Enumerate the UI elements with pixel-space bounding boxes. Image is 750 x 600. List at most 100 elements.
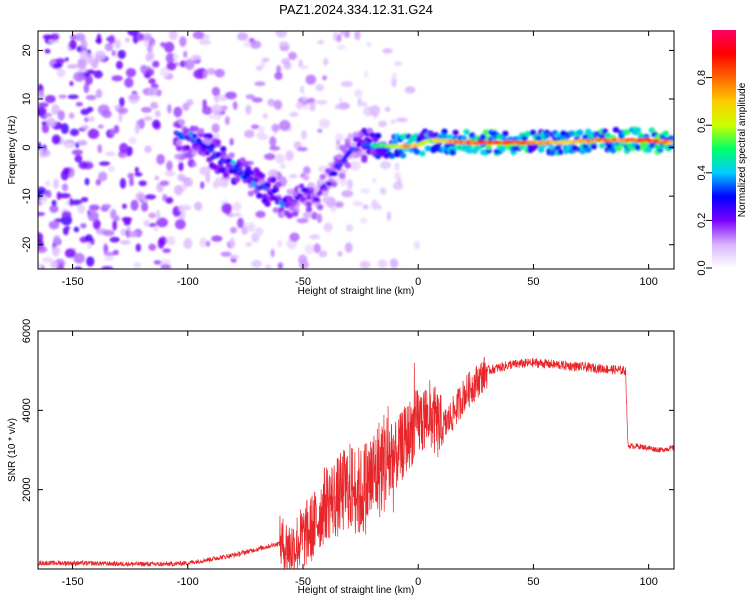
colorbar-tick-label: 0.6 [696, 118, 708, 133]
spectrogram-blob [346, 179, 353, 190]
spectrogram-blob [285, 150, 294, 162]
x-tick-label: -150 [62, 276, 84, 288]
spectrogram-ridge-halo [623, 129, 631, 136]
spectrogram-blob [97, 144, 103, 154]
spectrogram-blob [44, 95, 56, 103]
spectrogram-x-axis-title: Height of straight line (km) [298, 286, 415, 297]
spectrogram-blob [265, 264, 272, 269]
spectrogram-blob [125, 67, 137, 78]
spectrogram-blob [371, 178, 377, 183]
spectrogram-ridge-core [667, 141, 674, 145]
spectrogram-blob [167, 104, 172, 114]
spectrogram-ridge-halo [466, 147, 473, 154]
spectrogram-blob [214, 133, 220, 140]
spectrogram-blob [199, 237, 207, 248]
spectrogram-blob [52, 63, 63, 68]
spectrogram-ridge-core [192, 133, 198, 139]
spectrogram-ridge-halo [441, 128, 448, 135]
spectrogram-ridge-halo [576, 129, 584, 136]
spectrogram-ridge-halo [590, 143, 598, 150]
spectrogram-ridge-halo [612, 126, 620, 133]
spectrogram-ridge-halo [258, 173, 266, 180]
spectrogram-ridge-halo [344, 162, 351, 169]
spectrogram-blob [255, 210, 266, 218]
spectrogram-blob [53, 235, 61, 245]
spectrogram-ridge-halo [222, 171, 230, 178]
spectrogram-blob [393, 61, 403, 67]
spectrogram-blob [141, 106, 152, 113]
spectrogram-blob [211, 235, 223, 242]
spectrogram-blob [69, 39, 77, 50]
spectrogram-ridge-halo [557, 149, 564, 156]
spectrogram-blob [277, 239, 283, 248]
spectrogram-blob [103, 256, 115, 262]
snr-panel: -150 -100 -50 0 50 100 2000 4000 6000 Height of… [7, 319, 675, 596]
spectrogram-blob [269, 136, 277, 148]
spectrogram-blob [297, 146, 308, 152]
spectrogram-ridge-halo [463, 129, 470, 136]
spectrogram-blob [145, 52, 153, 62]
spectrogram-blob [66, 64, 79, 69]
spectrogram-ridge-halo [585, 128, 592, 135]
y-tick-label: 20 [21, 44, 33, 56]
spectrogram-ridge-core [181, 134, 187, 140]
spectrogram-ridge-halo [374, 132, 382, 139]
spectrogram-blob [38, 106, 47, 117]
y-tick-label: 2000 [21, 477, 33, 501]
spectrogram-blob [278, 41, 289, 47]
spectrogram-blob [230, 254, 240, 259]
spectrogram-blob [108, 34, 116, 45]
y-tick-label: -10 [21, 188, 33, 204]
spectrogram-blob [61, 211, 72, 218]
spectrogram-blob [80, 39, 88, 50]
spectrogram-ridge-core [232, 169, 238, 175]
spectrogram-blob [193, 201, 203, 211]
spectrogram-blob [38, 102, 49, 108]
snr-y-ticks: 2000 4000 6000 [21, 319, 674, 502]
spectrogram-ridge-core [236, 166, 242, 172]
spectrogram-blob [83, 82, 90, 94]
spectrogram-ridge-core [332, 171, 338, 177]
spectrogram-ridge-halo [480, 133, 487, 140]
spectrogram-blob [85, 94, 97, 101]
spectrogram-blob [335, 201, 344, 208]
spectrogram-blob [232, 101, 238, 110]
spectrogram-blob [165, 197, 174, 204]
spectrogram-blob [192, 161, 197, 167]
spectrogram-blob [115, 60, 124, 70]
spectrogram-blob [57, 110, 65, 121]
spectrogram-blob [104, 151, 116, 156]
spectrogram-blob [359, 217, 368, 224]
spectrogram-blob [279, 120, 291, 131]
spectrogram-blob [51, 104, 60, 115]
spectrogram-ridge-halo [344, 142, 351, 149]
spectrogram-ridge-halo [521, 135, 528, 142]
spectrogram-blob [160, 41, 167, 48]
spectrogram-blob [126, 225, 131, 232]
spectrogram-blob [51, 134, 61, 145]
spectrogram-blob [264, 153, 276, 161]
spectrogram-blob [225, 91, 237, 100]
spectrogram-blob [377, 120, 388, 128]
spectrogram-ridge-halo [361, 154, 368, 161]
spectrogram-blob [81, 124, 90, 130]
spectrogram-ridge-halo [444, 142, 451, 149]
spectrogram-ridge-halo [175, 139, 183, 146]
spectrogram-blob [64, 225, 71, 231]
spectrogram-blob [379, 187, 387, 195]
spectrogram-ridge-halo [441, 133, 448, 140]
spectrogram-blob [313, 243, 321, 254]
spectrogram-blob [413, 240, 421, 250]
spectrogram-blob [379, 161, 392, 170]
spectrogram-blob [102, 229, 115, 237]
spectrogram-ridge-core [291, 201, 297, 207]
spectrogram-blob [51, 246, 61, 257]
spectrogram-blob [192, 31, 205, 40]
spectrogram-ridge-halo [261, 193, 268, 200]
spectrogram-blob [205, 240, 210, 247]
spectrogram-ridge-halo [319, 173, 327, 180]
spectrogram-ridge-core [205, 150, 211, 156]
spectrogram-blob [89, 204, 100, 211]
spectrogram-ridge-core [182, 130, 189, 135]
